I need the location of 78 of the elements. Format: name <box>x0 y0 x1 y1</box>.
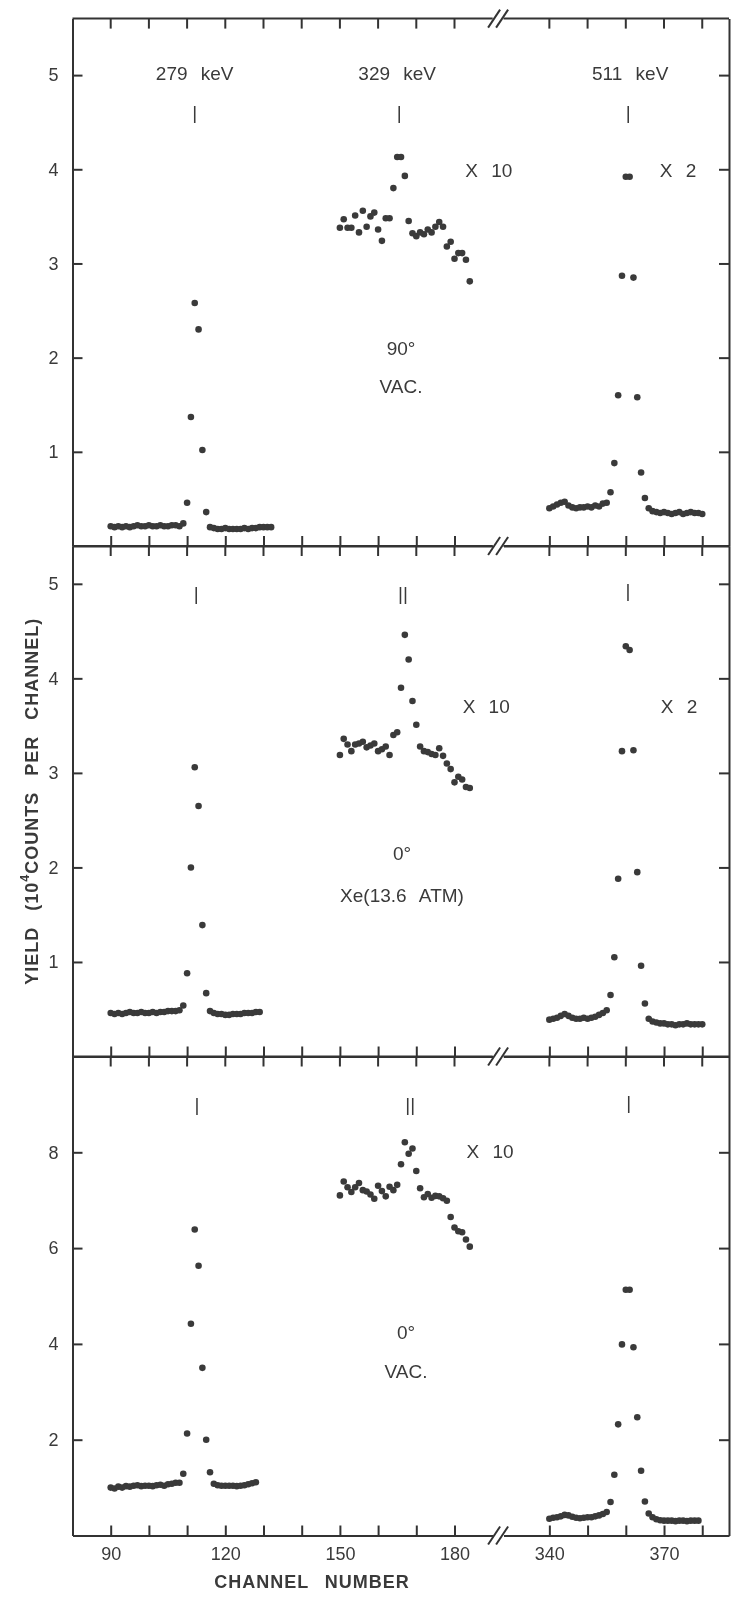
y-tick-label: 1 <box>48 442 59 463</box>
y-tick-label: 5 <box>48 65 59 86</box>
point <box>603 1508 610 1516</box>
point <box>603 1006 610 1014</box>
point <box>695 1517 702 1524</box>
annotation: 90° <box>386 338 416 360</box>
y-tick-label: 4 <box>48 668 59 689</box>
point <box>611 1471 618 1478</box>
point <box>626 646 633 654</box>
point <box>641 1000 649 1007</box>
annotation: | <box>194 1094 200 1116</box>
point <box>637 1467 645 1475</box>
y-tick-label: 1 <box>48 952 59 973</box>
annotation: | <box>193 583 199 605</box>
annotation: | <box>625 101 631 123</box>
point <box>637 962 645 970</box>
point <box>626 173 633 181</box>
y-tick-label: 2 <box>48 857 59 878</box>
annotation: | <box>396 101 402 123</box>
annotation: VAC. <box>384 1361 428 1383</box>
point <box>637 469 645 476</box>
annotation: VAC. <box>379 376 423 398</box>
point <box>603 499 610 506</box>
point <box>618 1341 626 1348</box>
y-tick-label: 4 <box>48 1334 59 1355</box>
annotation: | <box>625 580 631 602</box>
point <box>633 393 641 401</box>
annotation: || <box>398 583 408 605</box>
annotation: Xe(13.6 ATM) <box>340 885 464 907</box>
y-tick-label: 3 <box>48 763 59 784</box>
y-tick-label: 2 <box>48 1429 59 1450</box>
point <box>630 746 637 754</box>
point <box>614 1421 622 1428</box>
point <box>611 459 618 467</box>
x-tick-label: 180 <box>439 1544 471 1565</box>
annotation: | <box>626 1092 632 1114</box>
point <box>641 1498 649 1505</box>
annotation: X 10 <box>465 160 513 182</box>
annotation: 0° <box>392 843 412 865</box>
annotation: 329 keV <box>358 63 437 85</box>
annotation: X 2 <box>659 160 697 182</box>
x-axis-title: CHANNEL NUMBER <box>214 1572 410 1592</box>
x-tick-label: 90 <box>101 1544 122 1565</box>
y-tick-label: 8 <box>48 1142 59 1163</box>
annotation: X 10 <box>466 1140 514 1162</box>
x-tick-label: 120 <box>210 1544 241 1565</box>
point <box>630 274 637 281</box>
point <box>630 1343 637 1351</box>
x-tick-label: 340 <box>534 1544 565 1565</box>
annotation: || <box>405 1094 416 1116</box>
point <box>614 875 622 883</box>
point <box>607 489 614 496</box>
point <box>618 747 626 755</box>
point <box>626 1286 633 1294</box>
annotation: 511 keV <box>592 63 669 85</box>
point <box>633 868 641 876</box>
annotation: 279 keV <box>155 63 234 85</box>
y-tick-label: 4 <box>48 159 59 180</box>
y-tick-label: 6 <box>48 1238 59 1259</box>
point <box>614 392 622 399</box>
point <box>618 272 626 279</box>
y-tick-label: 3 <box>48 253 59 274</box>
annotation: X 2 <box>660 696 698 718</box>
x-tick-label: 370 <box>649 1544 680 1565</box>
annotation: 0° <box>396 1322 416 1344</box>
point <box>633 1413 641 1421</box>
annotation: X 10 <box>462 696 510 718</box>
y-tick-label: 2 <box>48 347 59 368</box>
point <box>645 1510 653 1517</box>
point <box>611 953 618 961</box>
point <box>698 510 706 518</box>
x-tick-label: 150 <box>325 1544 356 1565</box>
point <box>607 991 614 999</box>
point <box>561 498 568 506</box>
point <box>607 1498 614 1506</box>
y-tick-label: 5 <box>48 574 59 595</box>
annotation: | <box>192 101 198 123</box>
point <box>641 494 649 502</box>
